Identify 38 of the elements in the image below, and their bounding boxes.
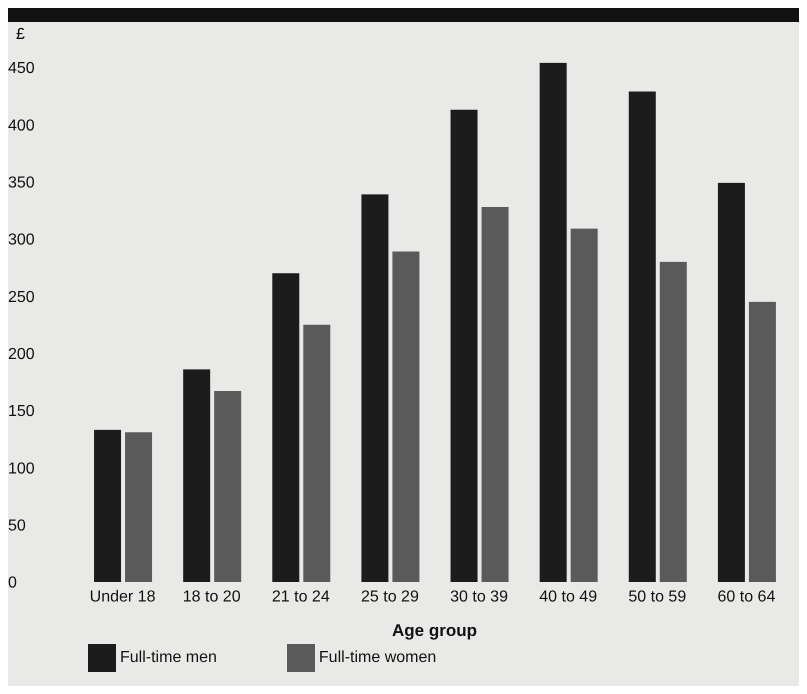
bar xyxy=(450,110,478,582)
y-tick-label: 450 xyxy=(8,60,35,78)
y-tick-label: 350 xyxy=(8,174,35,192)
x-tick-label: 30 to 39 xyxy=(450,588,508,606)
bar xyxy=(482,206,509,582)
bar xyxy=(125,432,152,582)
x-axis-title: Age group xyxy=(392,621,477,640)
x-tick-label: 60 to 64 xyxy=(718,588,776,606)
bar xyxy=(628,91,656,582)
y-tick-label: 200 xyxy=(8,346,35,363)
bar xyxy=(272,273,300,582)
y-axis-title: £ xyxy=(16,26,25,44)
bar xyxy=(540,62,567,582)
y-tick-label: 150 xyxy=(8,403,35,420)
bar xyxy=(660,262,687,582)
legend-label: Full-time women xyxy=(318,649,436,666)
bar xyxy=(214,391,242,582)
bar xyxy=(94,430,122,582)
y-tick-label: 400 xyxy=(8,117,35,134)
y-tick-label: 50 xyxy=(8,518,26,535)
x-tick-label: Under 18 xyxy=(90,588,156,606)
y-tick-label: 100 xyxy=(8,460,35,478)
x-tick-label: 25 to 29 xyxy=(361,588,419,606)
bar xyxy=(303,324,330,582)
bar xyxy=(748,302,776,582)
bar xyxy=(361,194,388,582)
x-tick-label: 50 to 59 xyxy=(628,588,686,606)
y-tick-label: 250 xyxy=(8,288,35,306)
bar xyxy=(392,252,420,582)
x-tick-label: 40 to 49 xyxy=(539,588,598,606)
bar xyxy=(718,182,745,582)
y-tick-label: 300 xyxy=(8,232,35,249)
y-tick-label: 0 xyxy=(8,574,17,592)
bar xyxy=(570,228,598,582)
x-tick-label: 21 to 24 xyxy=(272,588,330,606)
bar xyxy=(183,369,210,582)
x-tick-label: 18 to 20 xyxy=(182,588,241,606)
legend-label: Full-time men xyxy=(120,649,217,666)
